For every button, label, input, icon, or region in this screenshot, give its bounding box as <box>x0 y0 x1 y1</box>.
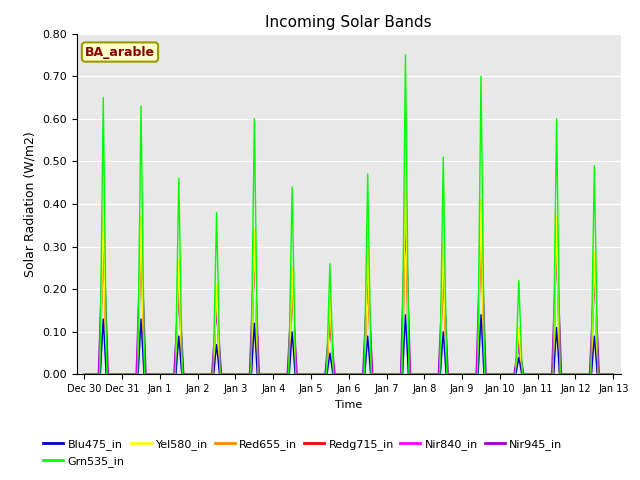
Legend: Blu475_in, Grn535_in, Yel580_in, Red655_in, Redg715_in, Nir840_in, Nir945_in: Blu475_in, Grn535_in, Yel580_in, Red655_… <box>39 435 567 471</box>
Text: BA_arable: BA_arable <box>85 46 155 59</box>
X-axis label: Time: Time <box>335 400 362 409</box>
Title: Incoming Solar Bands: Incoming Solar Bands <box>266 15 432 30</box>
Y-axis label: Solar Radiation (W/m2): Solar Radiation (W/m2) <box>24 131 36 277</box>
